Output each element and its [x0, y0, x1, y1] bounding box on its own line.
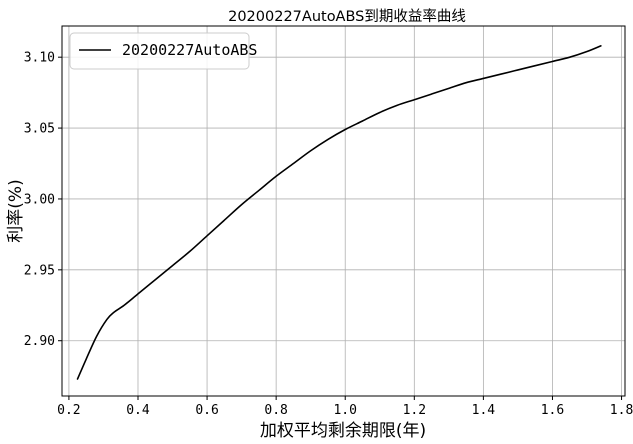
- x-tick-label: 1.2: [403, 403, 426, 418]
- series-line-0: [76, 45, 602, 380]
- y-axis: 2.90 2.95 3.00 3.05 3.10: [24, 51, 62, 349]
- y-tick-label: 3.00: [24, 192, 55, 207]
- x-tick-label: 1.0: [333, 403, 356, 418]
- series-layer: [76, 45, 602, 380]
- y-tick-label: 2.95: [24, 263, 55, 278]
- x-axis: 0.2 0.4 0.6 0.8 1.0 1.2 1.4 1.6 1.8: [57, 396, 633, 418]
- plot-frame: [61, 25, 626, 397]
- x-tick-label: 1.8: [610, 403, 633, 418]
- chart-title: 20200227AutoABS到期收益率曲线: [228, 8, 466, 25]
- legend-entry-label: 20200227AutoABS: [122, 41, 257, 59]
- legend: 20200227AutoABS: [69, 32, 257, 70]
- legend-box: [69, 32, 250, 70]
- x-axis-label: 加权平均剩余期限(年): [260, 421, 426, 441]
- x-tick-label: 1.6: [541, 403, 564, 418]
- x-tick-label: 0.6: [195, 403, 218, 418]
- y-tick-label: 3.10: [24, 51, 55, 66]
- y-tick-label: 2.90: [24, 334, 55, 349]
- x-tick-label: 1.4: [472, 403, 496, 418]
- grid: [62, 26, 625, 396]
- x-tick-label: 0.4: [126, 403, 150, 418]
- x-tick-label: 0.2: [57, 403, 80, 418]
- y-tick-label: 3.05: [24, 122, 55, 137]
- y-axis-label: 利率(%): [6, 179, 26, 242]
- x-tick-label: 0.8: [264, 403, 287, 418]
